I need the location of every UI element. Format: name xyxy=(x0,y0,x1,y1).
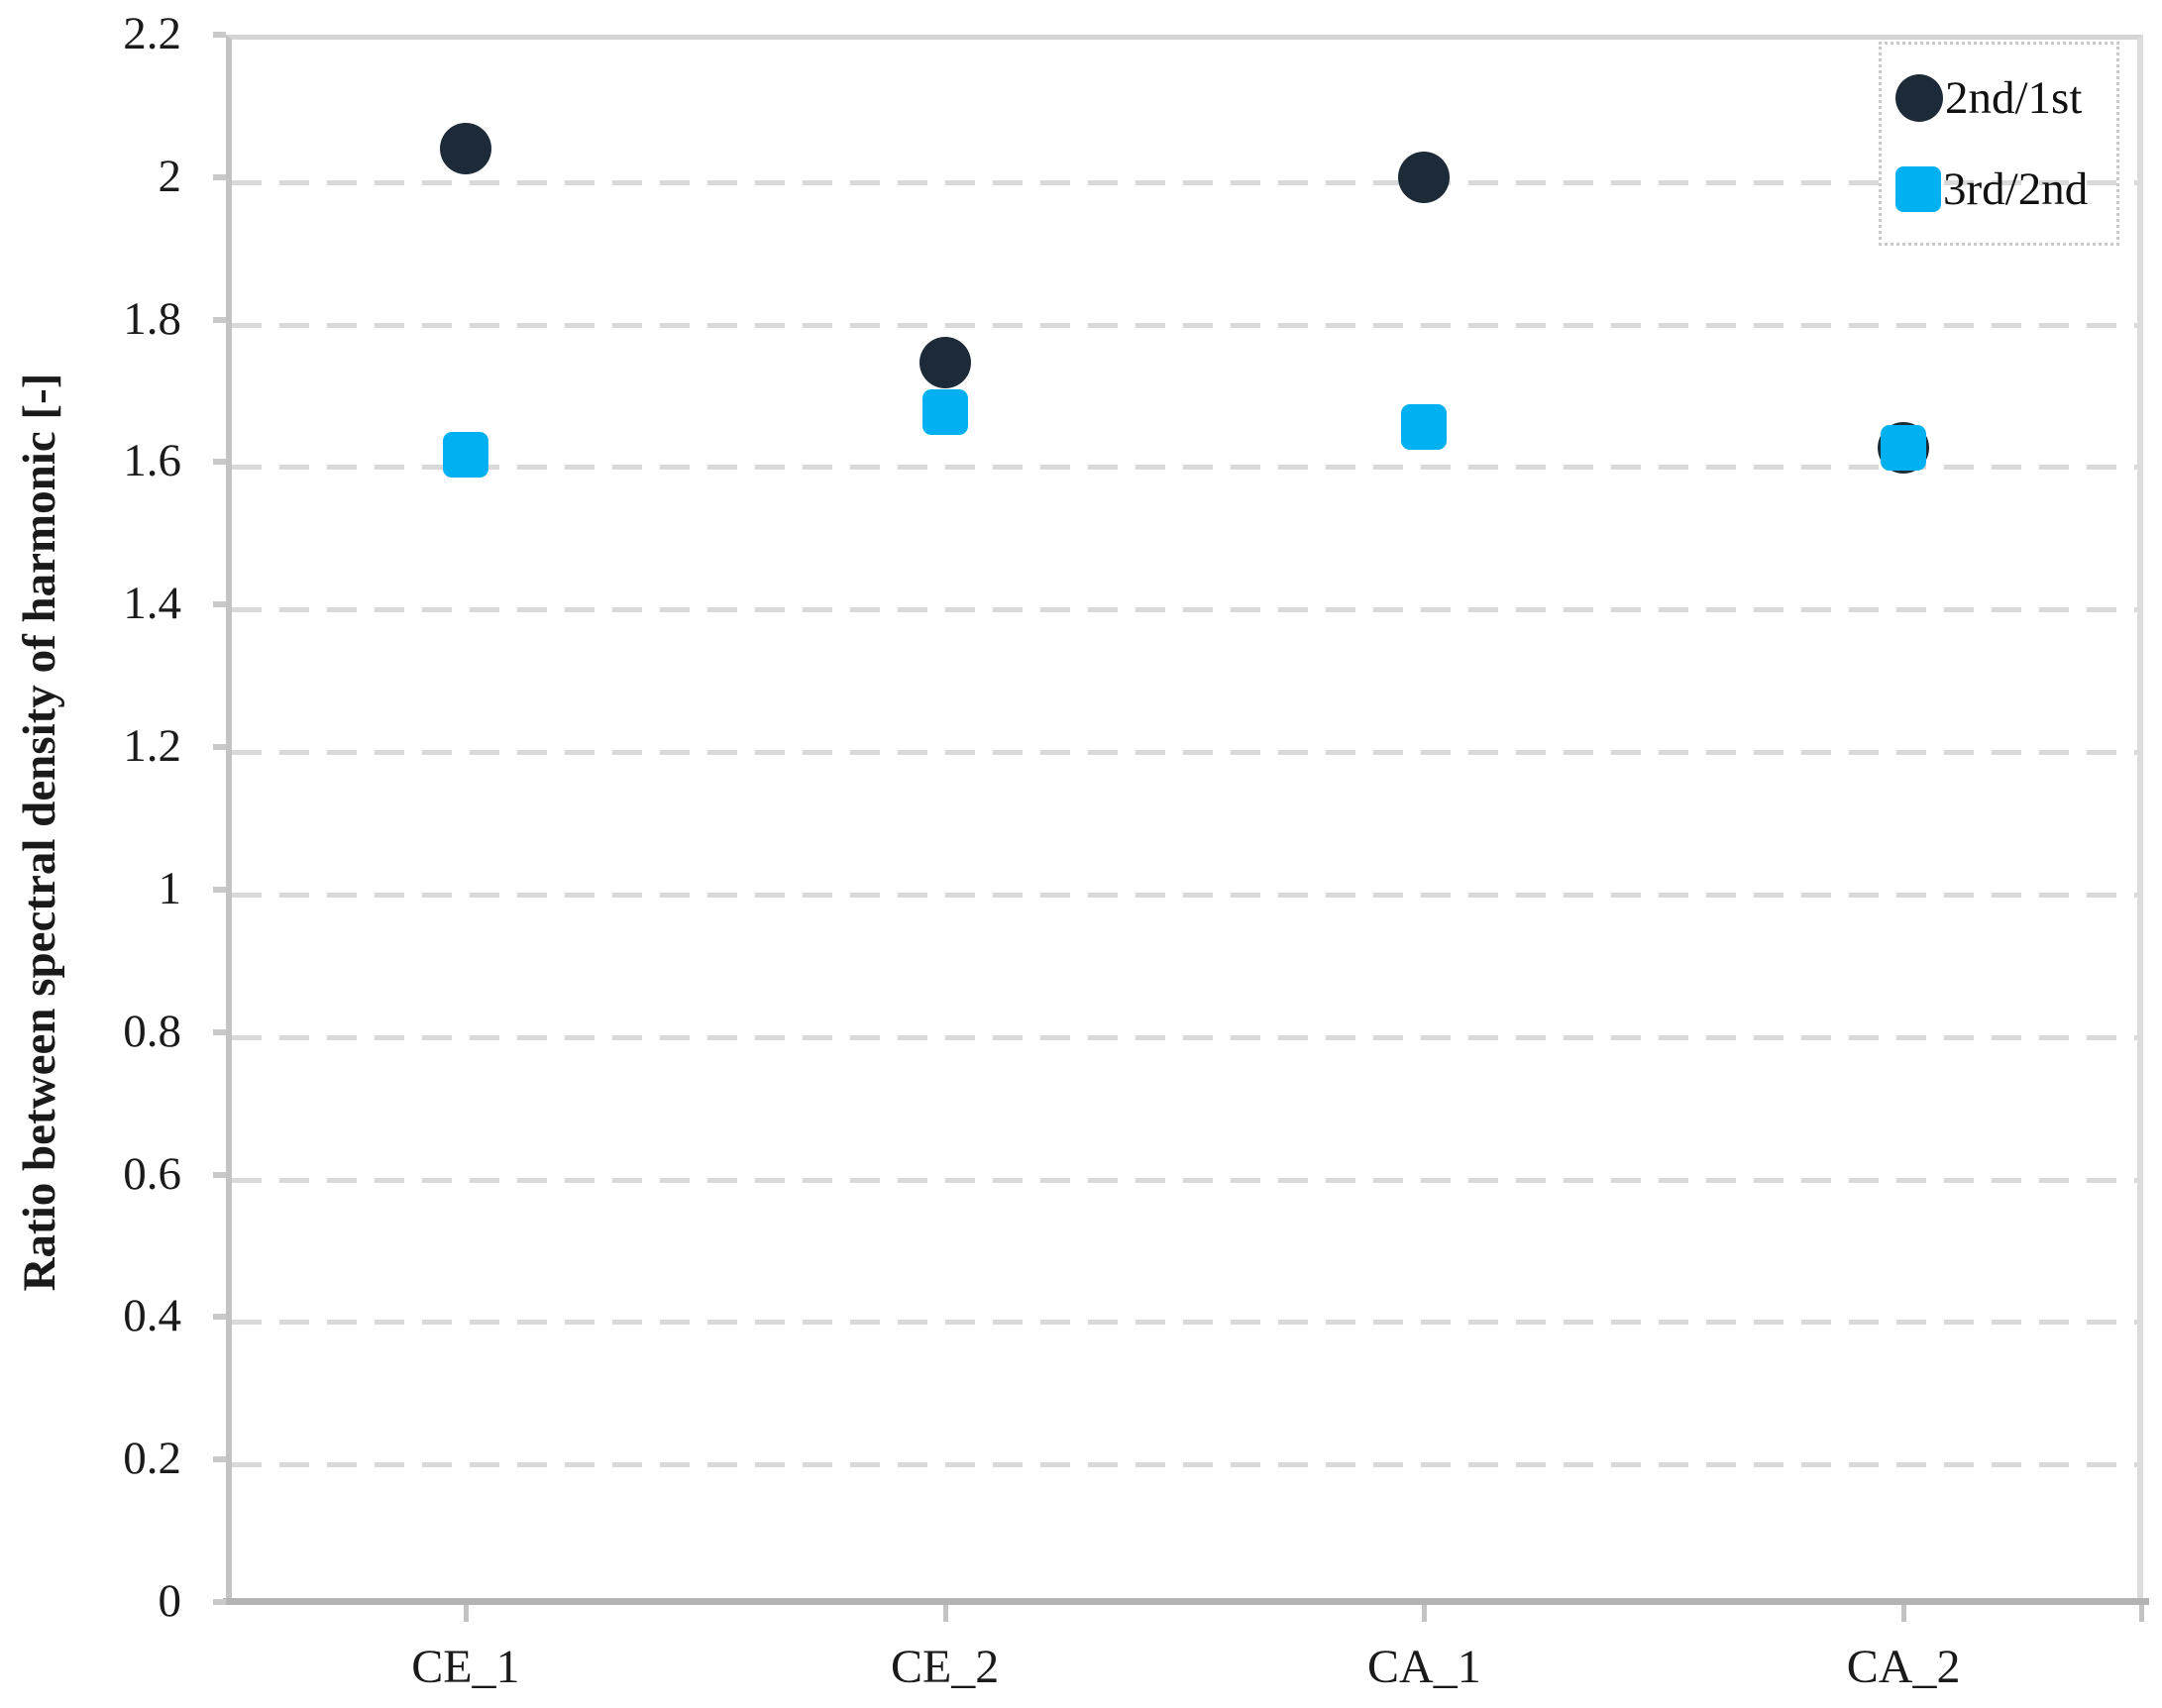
data-point-2nd-1st-CE_2 xyxy=(919,336,971,388)
x-axis-line xyxy=(223,1598,2149,1605)
legend-entry: 2nd/1st xyxy=(1895,71,2116,125)
x-axis-tick-label: CA_2 xyxy=(1846,1641,1961,1693)
legend-label: 3rd/2nd xyxy=(1943,163,2089,215)
y-axis-tick xyxy=(213,32,226,38)
y-axis-tick-label: 2 xyxy=(158,150,182,202)
gridline xyxy=(232,1034,2137,1040)
y-axis-tick-label: 0.2 xyxy=(123,1433,181,1485)
x-axis-tick-label: CE_2 xyxy=(890,1641,1000,1693)
x-axis-tick-label: CE_1 xyxy=(411,1641,520,1693)
legend-entry: 3rd/2nd xyxy=(1895,162,2116,216)
gridline xyxy=(232,179,2137,185)
gridline xyxy=(232,1177,2137,1183)
y-axis-tick xyxy=(213,1028,226,1035)
y-axis-tick-label: 0 xyxy=(158,1575,182,1627)
data-point-2nd-1st-CA_1 xyxy=(1398,151,1451,203)
y-axis-tick-label: 0.8 xyxy=(123,1005,181,1057)
data-point-3rd-2nd-CE_1 xyxy=(442,432,488,479)
y-axis-tick-label: 1.2 xyxy=(123,720,181,773)
x-axis-tick xyxy=(463,1605,469,1622)
y-axis-tick-label: 2.2 xyxy=(123,8,181,59)
x-axis-tick xyxy=(942,1605,948,1622)
gridline xyxy=(232,750,2137,756)
legend-circle-icon xyxy=(1895,74,1943,122)
y-axis-tick xyxy=(213,316,226,323)
legend-label: 2nd/1st xyxy=(1945,72,2083,124)
y-axis-tick-label: 0.4 xyxy=(123,1290,181,1342)
gridline xyxy=(232,1320,2137,1326)
y-axis-tick xyxy=(213,1456,226,1463)
y-axis-tick-label: 1.8 xyxy=(123,292,181,345)
y-axis-tick xyxy=(213,173,226,180)
gridline xyxy=(232,892,2137,898)
legend: 2nd/1st 3rd/2nd xyxy=(1879,42,2119,246)
x-axis-tick xyxy=(1422,1605,1428,1622)
y-axis-tick xyxy=(213,744,226,751)
y-axis-tick-label: 1 xyxy=(158,862,182,914)
y-axis-tick xyxy=(213,886,226,893)
data-point-3rd-2nd-CA_2 xyxy=(1881,425,1927,472)
y-axis-tick-label: 1.6 xyxy=(123,435,181,487)
y-axis-tick-label: 1.4 xyxy=(123,578,181,630)
y-axis-tick xyxy=(213,601,226,608)
y-axis-tick xyxy=(213,1171,226,1178)
data-point-2nd-1st-CE_1 xyxy=(439,123,491,175)
gridline xyxy=(232,607,2137,613)
x-axis-tick xyxy=(1901,1605,1907,1622)
legend-square-icon xyxy=(1895,166,1941,212)
gridline xyxy=(232,1462,2137,1468)
y-axis-tick-label: 0.6 xyxy=(123,1147,181,1200)
x-axis-tick-label: CA_1 xyxy=(1367,1641,1481,1693)
y-axis-tick xyxy=(213,1599,226,1605)
y-axis-tick xyxy=(213,1314,226,1321)
data-point-3rd-2nd-CE_2 xyxy=(921,389,968,436)
x-axis-end-tick xyxy=(2139,1605,2144,1622)
data-point-3rd-2nd-CA_1 xyxy=(1401,403,1448,450)
plot-area xyxy=(226,35,2143,1602)
gridline xyxy=(232,322,2137,328)
y-axis-tick xyxy=(213,459,226,466)
gridline xyxy=(232,465,2137,471)
